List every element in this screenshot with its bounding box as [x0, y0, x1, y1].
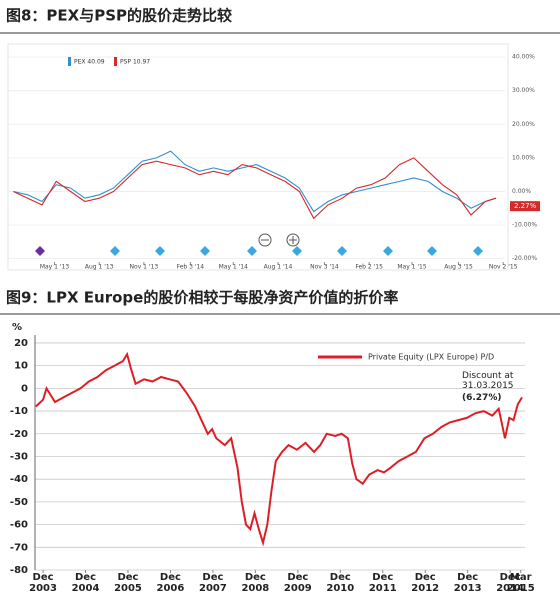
- event-marker: [427, 246, 437, 256]
- y-tick-label: 20.00%: [512, 121, 535, 128]
- x-tick-label: Nov 2 '15: [489, 264, 518, 271]
- y-tick-label: 0: [21, 383, 28, 394]
- event-marker: [155, 246, 165, 256]
- y-tick-label: -10: [10, 406, 28, 417]
- y-tick-label: -60: [10, 520, 28, 531]
- event-marker: [247, 246, 257, 256]
- x-tick-label: Dec 2005: [114, 572, 142, 594]
- x-tick-label: Dec 2009: [283, 572, 312, 594]
- y-tick-label: 10.00%: [512, 154, 535, 161]
- series-line: [35, 351, 523, 547]
- x-tick-label: Dec 2011: [368, 572, 397, 594]
- y-tick-label: -70: [10, 542, 28, 553]
- legend-swatch: [114, 57, 117, 66]
- figure-caption: 图9：LPX Europe的股价相较于每股净资产价值的折价率: [6, 289, 398, 307]
- y-tick-label: 30.00%: [512, 87, 535, 94]
- x-tick-label: Feb 3 '14: [177, 264, 205, 271]
- legend-label: PEX 40.09: [74, 59, 105, 66]
- event-marker: [292, 246, 302, 256]
- x-tick-label: Aug 1 '14: [264, 264, 293, 271]
- series-line: [13, 157, 497, 220]
- value-tag: [510, 201, 540, 212]
- legend-swatch: [68, 57, 71, 66]
- x-tick-label: Dec 2007: [198, 572, 227, 594]
- value-tag-label: 2.27%: [514, 202, 537, 210]
- event-marker: [473, 246, 483, 256]
- legend-label: Private Equity (LPX Europe) P/D: [368, 353, 494, 362]
- legend-label: PSP 10.97: [120, 59, 150, 66]
- x-tick-label: Nov 1 '13: [130, 264, 159, 271]
- series-line: [13, 150, 497, 213]
- event-marker: [110, 246, 120, 256]
- y-tick-label: -20.00%: [512, 255, 537, 262]
- y-tick-label: 40.00%: [512, 54, 535, 61]
- y-tick-label: -40: [10, 474, 28, 485]
- x-tick-label: Aug 3 '15: [444, 264, 473, 271]
- annotation: (6.27%): [462, 393, 502, 403]
- annotation: Discount at 31.03.2015: [462, 371, 514, 391]
- y-tick-label: 20: [14, 338, 28, 349]
- y-tick-label: -10.00%: [512, 222, 537, 229]
- y-axis-label: %: [12, 322, 22, 333]
- figure-caption: 图8：PEX与PSP的股价走势比较: [6, 7, 232, 25]
- chart-frame: [7, 43, 509, 271]
- x-tick-label: Dec 2014: [496, 572, 525, 594]
- event-marker: [200, 246, 210, 256]
- x-tick-label: May 1 '13: [40, 264, 70, 271]
- x-tick-label: Dec 2013: [453, 572, 482, 594]
- x-tick-label: Dec 2006: [156, 572, 185, 594]
- x-tick-label: Dec 2012: [411, 572, 440, 594]
- x-tick-label: Dec 2003: [29, 572, 57, 594]
- x-tick-label: Dec 2008: [241, 572, 270, 594]
- x-tick-label: Dec 2004: [71, 572, 100, 594]
- y-tick-label: -20: [10, 429, 28, 440]
- event-marker: [35, 246, 45, 256]
- x-tick-label: Feb 2 '15: [355, 264, 383, 271]
- x-tick-label: May 1 '14: [219, 264, 249, 271]
- event-marker: [337, 246, 347, 256]
- x-tick-label: May 1 '15: [397, 264, 427, 271]
- event-marker: [383, 246, 393, 256]
- x-tick-label: Aug 1 '13: [85, 264, 114, 271]
- y-tick-label: -30: [10, 451, 28, 462]
- x-tick-label: Nov 3 '14: [310, 264, 339, 271]
- y-tick-label: -80: [10, 565, 28, 576]
- y-tick-label: -50: [10, 497, 28, 508]
- x-tick-label: Dec 2010: [326, 572, 355, 594]
- y-tick-label: 0.00%: [512, 188, 531, 195]
- y-tick-label: 10: [14, 361, 28, 372]
- x-tick-label: Mar 2015: [506, 572, 535, 594]
